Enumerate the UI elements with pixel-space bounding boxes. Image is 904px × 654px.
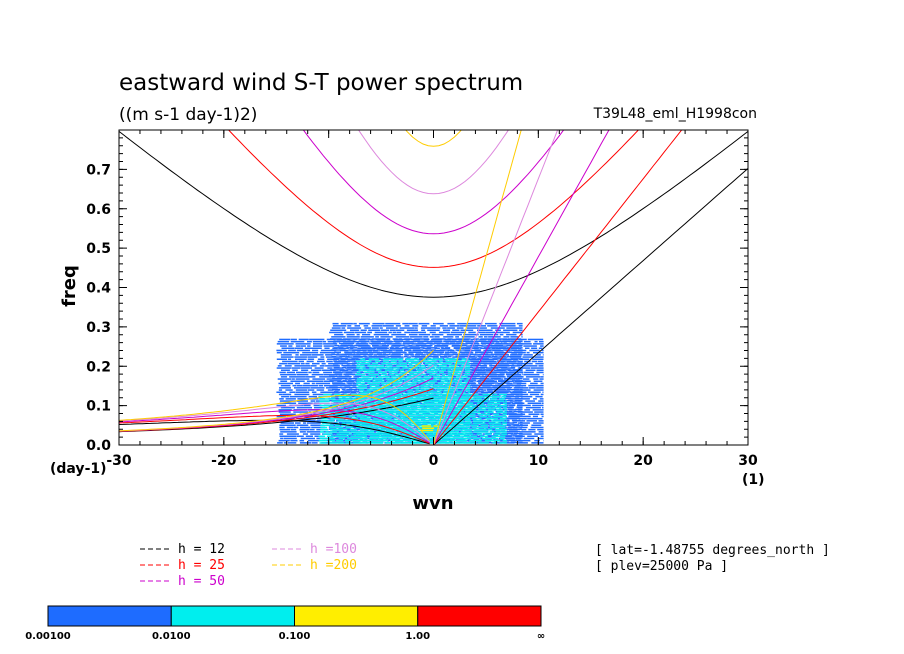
kelvin-wave-h50 [433,130,610,445]
x-tick-label: 10 [529,453,549,469]
dispersion-curves [119,130,748,445]
y-unit-label: (day-1) [50,461,107,477]
x-tick-label: -20 [211,453,237,469]
legend-label: h = 12 [178,542,225,557]
x-tick-label: -10 [316,453,342,469]
legend-label: h = 25 [178,558,225,573]
legend-item-h100: h =100 [272,542,357,557]
x-axis-label: wvn [412,493,453,514]
rossby-wave-h25 [119,414,430,444]
x-tick-label: 30 [738,453,758,469]
y-axis-label: freq [59,265,80,307]
axis-ticks: -30 -20 -10 0 10 20 30 0.0 0.1 0.2 0.3 0.4 0.5 0.6 0.7 [86,130,758,469]
inertia-gravity-wave-h100 [358,130,509,195]
colorbar-label: 0.100 [279,631,311,642]
y-tick-label: 0.1 [86,399,111,415]
legend-item-h50: h = 50 [140,574,225,589]
colorbar-label: 0.00100 [25,631,71,642]
x-tick-label: -30 [106,453,132,469]
x-tick-label: 0 [429,453,439,469]
colorbar-label: ∞ [537,631,545,642]
y-tick-label: 0.6 [86,202,111,218]
legend-label: h =200 [310,558,357,573]
colorbar-swatch [47,605,172,627]
kelvin-wave-h100 [433,130,559,445]
colorbar-swatch [417,605,542,627]
y-tick-label: 0.3 [86,320,111,336]
rossby-wave-h50 [119,409,430,444]
kelvin-wave-h200 [433,130,522,445]
colorbar-label: 0.0100 [152,631,191,642]
colorbar: 0.00100 0.0100 0.100 1.00 ∞ [25,605,545,642]
inertia-gravity-wave-h50 [302,130,565,235]
y-tick-label: 0.0 [86,438,111,454]
y-tick-label: 0.7 [86,162,111,178]
legend-label: h =100 [310,542,357,557]
pressure-annotation: [ plev=25000 Pa ] [595,559,728,574]
latitude-annotation: [ lat=-1.48755 degrees_north ] [595,543,830,558]
mixed-rossby-gravity-wave-h200 [119,349,434,432]
kelvin-wave-h25 [433,130,683,445]
y-tick-label: 0.4 [86,281,111,297]
chart-subtitle: ((m s-1 day-1)2) [119,105,257,125]
run-label: T39L48_eml_H1998con [593,106,757,122]
colorbar-swatch [294,605,419,627]
legend-item-h25: h = 25 [140,558,225,573]
legend-label: h = 50 [178,574,225,589]
colorbar-label: 1.00 [405,631,430,642]
kelvin-wave-h12 [433,168,748,445]
chart-title: eastward wind S-T power spectrum [119,70,523,96]
x-tick-label: 20 [633,453,653,469]
y-tick-label: 0.2 [86,359,111,375]
inertia-gravity-wave-h25 [227,130,640,268]
rossby-wave-h100 [119,402,430,443]
legend-item-h12: h = 12 [140,542,225,557]
colorbar-swatch [170,605,295,627]
rossby-wave-h200 [119,394,430,441]
x-unit-label: (1) [742,472,765,488]
y-tick-label: 0.5 [86,241,111,257]
legend-item-h200: h =200 [272,558,357,573]
inertia-gravity-wave-h12 [119,131,748,298]
inertia-gravity-wave-h200 [405,130,462,147]
